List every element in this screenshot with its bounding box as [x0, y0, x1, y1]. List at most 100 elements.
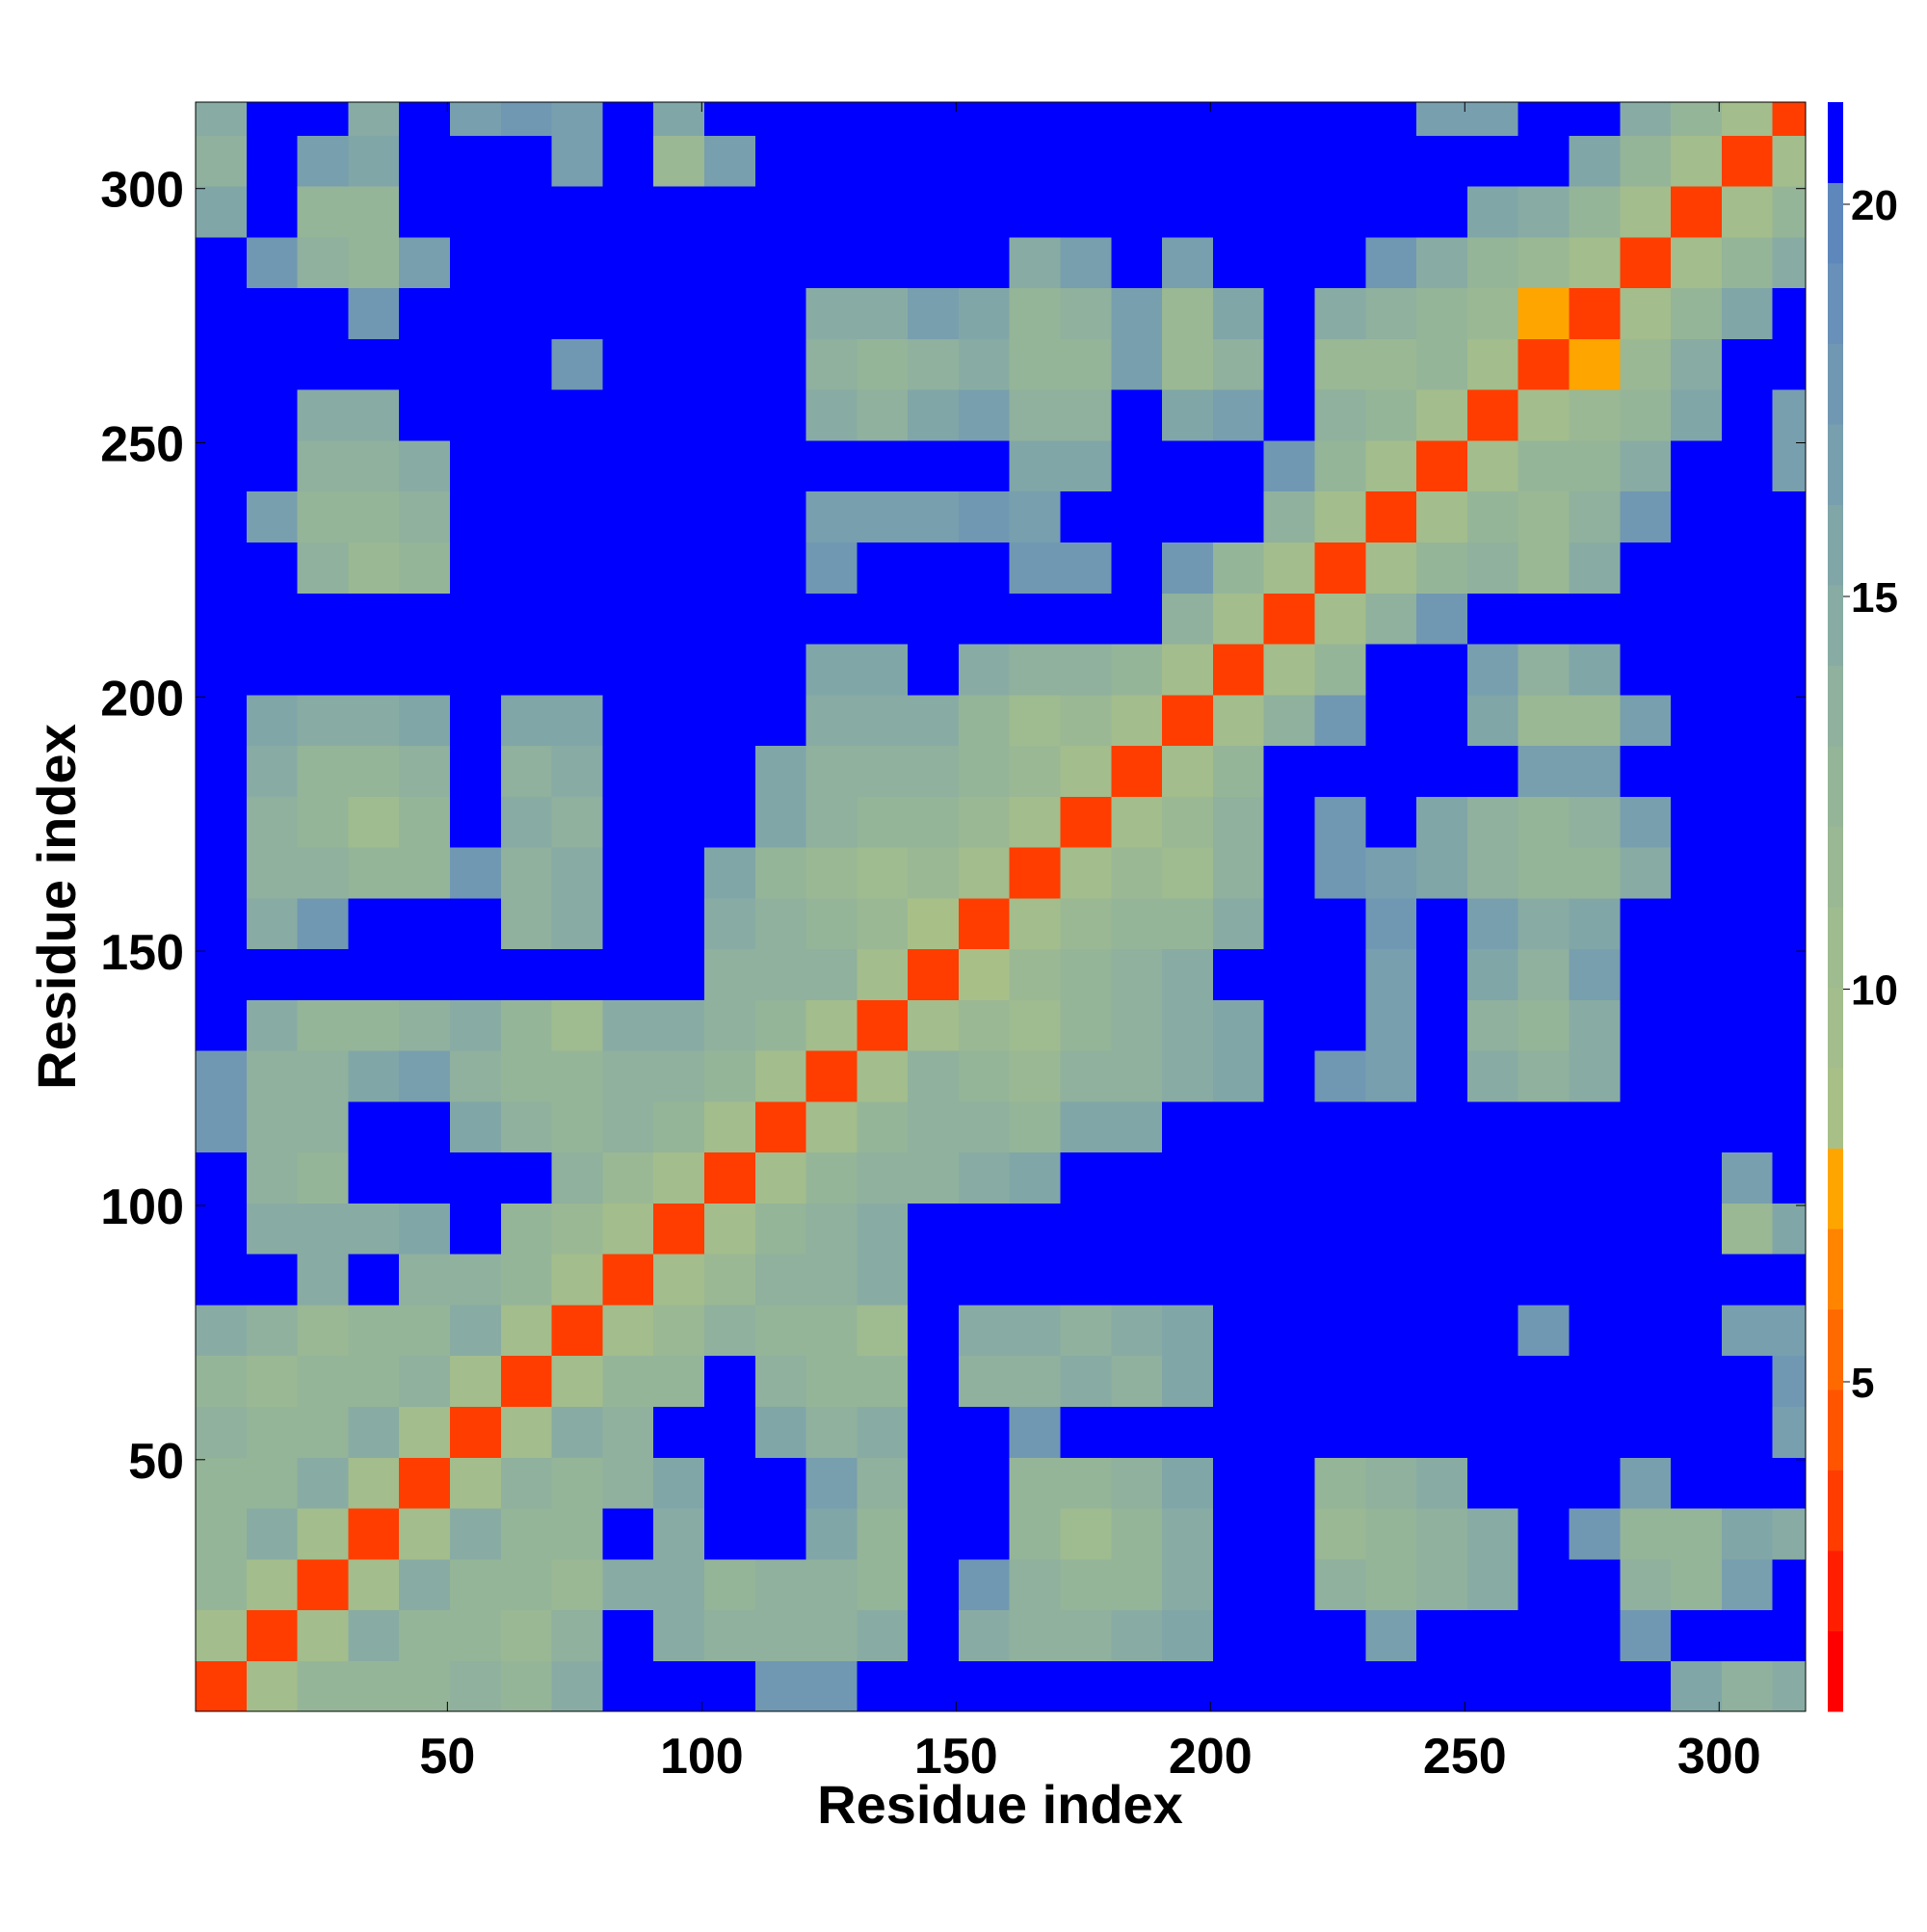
heatmap-cell [1212, 389, 1265, 441]
heatmap-cell [653, 1660, 705, 1711]
heatmap-cell [1365, 102, 1417, 136]
heatmap-cell [602, 745, 654, 797]
heatmap-cell [1671, 999, 1723, 1051]
heatmap-cell [1671, 135, 1723, 187]
heatmap-cell [1162, 236, 1214, 289]
heatmap-cell [1111, 287, 1163, 339]
heatmap-cell [348, 102, 400, 136]
heatmap-cell [1416, 1507, 1468, 1560]
heatmap-cell [602, 1203, 654, 1255]
heatmap-cell [754, 1558, 807, 1611]
heatmap-cell [653, 1050, 705, 1102]
heatmap-cell [1111, 490, 1163, 543]
heatmap-cell [399, 102, 451, 136]
heatmap-cell [1162, 593, 1214, 645]
heatmap-cell [399, 338, 451, 390]
heatmap-cell [1365, 490, 1417, 543]
y-tick-label: 200 [100, 671, 184, 727]
heatmap-cell [908, 694, 960, 747]
heatmap-cell [297, 287, 349, 339]
heatmap-cell [1466, 1100, 1519, 1153]
heatmap-cell [805, 1406, 858, 1458]
heatmap-cell [1263, 999, 1316, 1051]
heatmap-cell [1620, 593, 1672, 645]
heatmap-cell [1365, 542, 1417, 594]
heatmap-cell [348, 135, 400, 187]
heatmap-cell [196, 236, 248, 289]
heatmap-cell [1365, 1507, 1417, 1560]
heatmap-cell [399, 1355, 451, 1408]
heatmap-cell [1620, 999, 1672, 1051]
heatmap-cell [551, 1151, 603, 1204]
heatmap-cell [196, 1100, 248, 1153]
heatmap-cell [1721, 1254, 1774, 1306]
heatmap-cell [958, 1406, 1011, 1458]
heatmap-cell [1772, 1355, 1806, 1408]
heatmap-cell [1162, 745, 1214, 797]
heatmap-cell [1416, 1609, 1468, 1661]
heatmap-cell [1009, 1304, 1062, 1357]
heatmap-cell [1162, 1151, 1214, 1204]
heatmap-cell [1569, 745, 1621, 797]
heatmap-cell [754, 1406, 807, 1458]
heatmap-cell [1009, 1050, 1062, 1102]
colorbar-swatch [1828, 182, 1843, 264]
heatmap-cell [754, 439, 807, 492]
heatmap-cell [348, 1660, 400, 1711]
heatmap-cell [348, 389, 400, 441]
heatmap-cell [1620, 236, 1672, 289]
heatmap-cell [908, 102, 960, 136]
heatmap-cell [348, 897, 400, 950]
heatmap-cell [500, 135, 553, 187]
heatmap-cell [1772, 643, 1806, 696]
heatmap-cell [1620, 796, 1672, 848]
heatmap-cell [1569, 643, 1621, 696]
heatmap-cell [653, 1457, 705, 1509]
heatmap-cell [857, 999, 909, 1051]
heatmap-cell [246, 135, 299, 187]
heatmap-cell [1111, 1355, 1163, 1408]
heatmap-cell [1111, 135, 1163, 187]
heatmap-cell [653, 897, 705, 950]
heatmap-cell [805, 593, 858, 645]
heatmap-cell [1162, 1203, 1214, 1255]
heatmap-cell [1721, 1507, 1774, 1560]
heatmap-cell [1721, 847, 1774, 899]
heatmap-cell [1060, 1203, 1112, 1255]
heatmap-cell [857, 338, 909, 390]
heatmap-cell [1060, 796, 1112, 848]
heatmap-cell [1365, 1304, 1417, 1357]
heatmap-cell [958, 1203, 1011, 1255]
heatmap-cell [805, 338, 858, 390]
heatmap-cell [1212, 135, 1265, 187]
heatmap-cell [857, 643, 909, 696]
heatmap-cell [805, 1304, 858, 1357]
heatmap-cell [857, 1660, 909, 1711]
heatmap-cell [500, 1050, 553, 1102]
heatmap-cell [1569, 1660, 1621, 1711]
heatmap-cell [551, 236, 603, 289]
heatmap-cell [348, 1558, 400, 1611]
heatmap-cell [1466, 439, 1519, 492]
heatmap-cell [908, 847, 960, 899]
heatmap-cell [1009, 338, 1062, 390]
heatmap-cell [857, 847, 909, 899]
heatmap-cell [1314, 1151, 1366, 1204]
heatmap-cell [908, 999, 960, 1051]
heatmap-cell [703, 135, 756, 187]
heatmap-cell [908, 948, 960, 1000]
heatmap-cell [246, 847, 299, 899]
colorbar-swatch [1828, 665, 1843, 747]
heatmap-cell [246, 1355, 299, 1408]
heatmap-cell [1416, 135, 1468, 187]
heatmap-cell [1060, 1355, 1112, 1408]
heatmap-cell [1518, 1151, 1571, 1204]
heatmap-cell [1466, 1507, 1519, 1560]
heatmap-cell [754, 542, 807, 594]
heatmap-cell [297, 796, 349, 848]
heatmap-cell [1721, 1151, 1774, 1204]
heatmap-cell [1721, 236, 1774, 289]
heatmap-cell [1772, 1457, 1806, 1509]
heatmap-cell [1111, 796, 1163, 848]
heatmap-cell [1620, 1100, 1672, 1153]
